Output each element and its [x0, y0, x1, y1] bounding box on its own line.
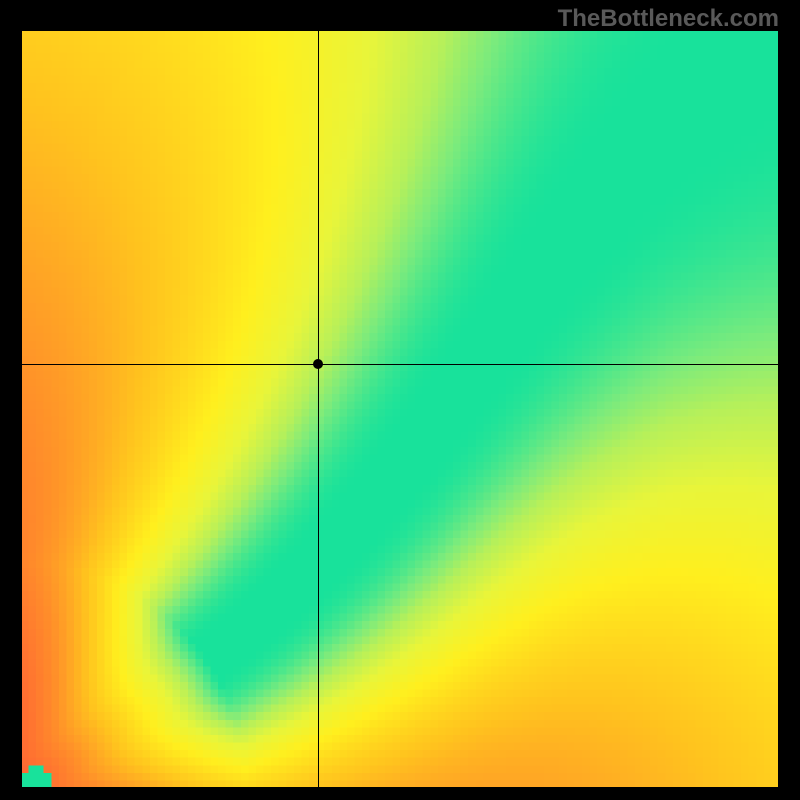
watermark-text: TheBottleneck.com: [558, 5, 779, 33]
crosshair-vertical: [318, 30, 319, 788]
crosshair-horizontal: [21, 364, 779, 365]
selection-marker: [313, 359, 323, 369]
chart-area: [21, 30, 779, 788]
chart-container: TheBottleneck.com: [0, 0, 800, 800]
heatmap-canvas: [21, 30, 779, 788]
